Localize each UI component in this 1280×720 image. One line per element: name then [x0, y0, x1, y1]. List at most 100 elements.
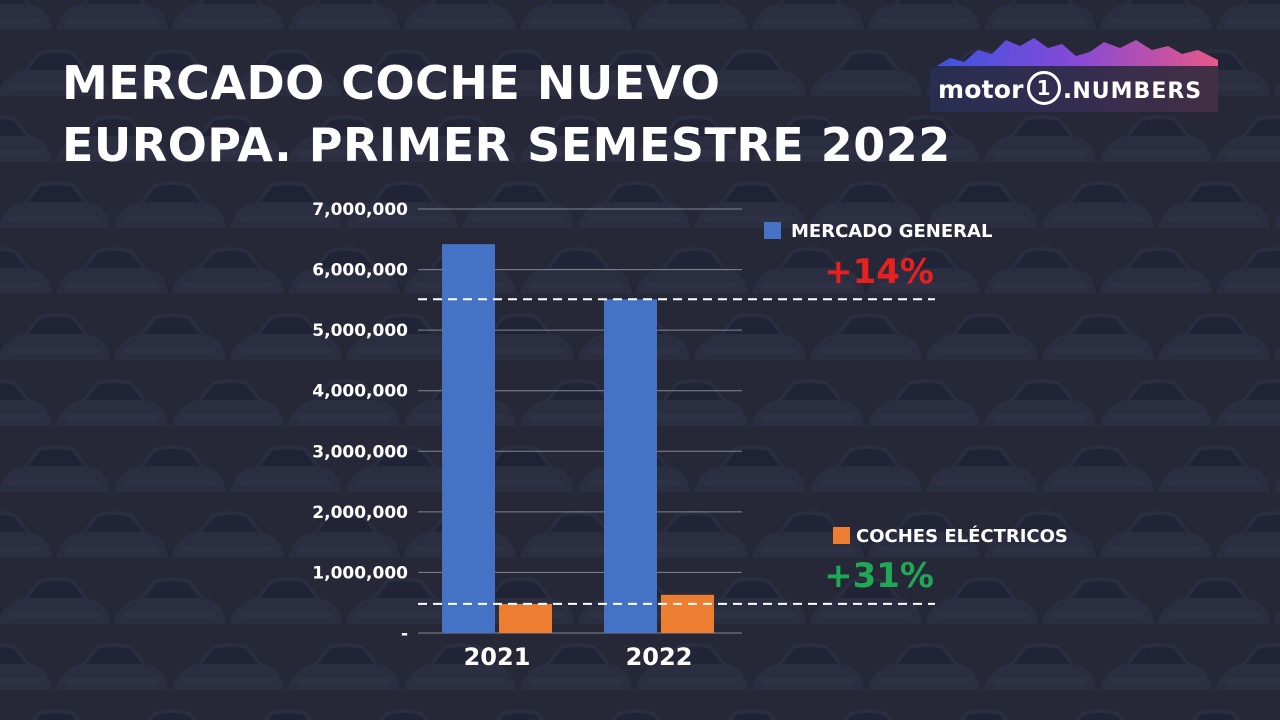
background-car-silhouette [984, 379, 1096, 426]
background-car-silhouette [0, 379, 52, 426]
background-car-silhouette [1158, 445, 1270, 492]
background-car-silhouette [172, 643, 284, 690]
background-car-silhouette [56, 115, 168, 162]
background-car-silhouette [114, 181, 226, 228]
background-car-silhouette [843, 709, 893, 720]
background-car-silhouette [868, 511, 980, 558]
background-car-silhouette [636, 247, 748, 294]
background-car-silhouette [172, 0, 284, 30]
background-car-silhouette [346, 577, 458, 624]
background-car-silhouette [288, 379, 400, 426]
background-car-silhouette [1100, 0, 1212, 30]
background-car-silhouette [959, 709, 1009, 720]
background-car-silhouette [346, 181, 458, 228]
background-car-silhouette [636, 0, 748, 30]
y-tick-label: 6,000,000 [312, 261, 408, 281]
legend-label-coches-electricos: COCHES ELÉCTRICOS [856, 525, 1068, 547]
background-car-silhouette [114, 49, 226, 96]
background-car-silhouette [694, 49, 806, 96]
background-car-silhouette [230, 577, 342, 624]
page-title: MERCADO COCHE NUEVO EUROPA. PRIMER SEMES… [62, 52, 951, 176]
background-car-silhouette [636, 115, 748, 162]
background-car-silhouette [1158, 577, 1270, 624]
background-car-silhouette [810, 577, 922, 624]
background-car-silhouette [636, 511, 748, 558]
background-car-silhouette [752, 379, 864, 426]
background-car-silhouette [868, 0, 980, 30]
y-tick-label: 7,000,000 [312, 200, 408, 220]
background-car-silhouette [0, 181, 110, 228]
background-car-silhouette [288, 643, 400, 690]
y-tick-label: 1,000,000 [312, 563, 408, 583]
background-car-silhouette [495, 709, 545, 720]
background-car-silhouette [0, 0, 52, 30]
background-car-silhouette [520, 643, 632, 690]
background-car-silhouette [346, 445, 458, 492]
background-car-silhouette [1100, 643, 1212, 690]
background-car-silhouette [1216, 379, 1280, 426]
background-car-silhouette [1216, 511, 1280, 558]
background-car-silhouette [1274, 609, 1280, 624]
background-car-silhouette [56, 511, 168, 558]
bar-coches-electricos-2021 [499, 603, 552, 633]
background-car-silhouette [263, 709, 313, 720]
background-car-silhouette [694, 577, 806, 624]
background-car-silhouette [926, 577, 1038, 624]
background-car-silhouette [230, 49, 342, 96]
background-car-silhouette [1075, 709, 1125, 720]
background-car-silhouette [578, 181, 690, 228]
background-car-silhouette [288, 0, 400, 30]
background-car-silhouette [1216, 643, 1280, 690]
legend-swatch-mercado-general [764, 222, 781, 239]
x-tick-label: 2022 [626, 643, 693, 671]
background-car-silhouette [0, 247, 52, 294]
background-car-silhouette [31, 709, 81, 720]
background-car-silhouette [0, 49, 110, 96]
background-car-silhouette [114, 577, 226, 624]
background-car-silhouette [1158, 181, 1270, 228]
background-car-silhouette [1216, 115, 1280, 162]
background-car-silhouette [984, 643, 1096, 690]
background-car-silhouette [1100, 511, 1212, 558]
background-car-silhouette [1042, 181, 1154, 228]
logo-skyline-graphic [930, 38, 1218, 112]
background-car-silhouette [288, 247, 400, 294]
change-label-coches-electricos: +31% [824, 556, 934, 596]
background-car-silhouette [1158, 313, 1270, 360]
background-car-silhouette [0, 643, 52, 690]
background-car-silhouette [926, 313, 1038, 360]
background-car-silhouette [1100, 115, 1212, 162]
background-car-silhouette [114, 313, 226, 360]
bar-mercado-general-2021 [442, 244, 495, 634]
background-car-silhouette [114, 445, 226, 492]
background-car-silhouette [1274, 345, 1280, 360]
background-car-silhouette [810, 49, 922, 96]
background-car-silhouette [346, 49, 458, 96]
background-car-silhouette [984, 511, 1096, 558]
title-line-1: MERCADO COCHE NUEVO [62, 56, 721, 110]
background-car-silhouette [810, 181, 922, 228]
background-car-silhouette [404, 643, 516, 690]
background-car-silhouette [520, 115, 632, 162]
background-car-silhouette [379, 709, 429, 720]
background-car-silhouette [0, 115, 52, 162]
background-car-silhouette [752, 511, 864, 558]
bar-mercado-general-2022 [604, 299, 657, 633]
background-car-silhouette [1274, 213, 1280, 228]
change-label-mercado-general: +14% [824, 252, 934, 292]
background-car-silhouette [926, 445, 1038, 492]
background-car-silhouette [1274, 477, 1280, 492]
background-car-silhouette [230, 445, 342, 492]
x-tick-label: 2021 [464, 643, 531, 671]
background-car-silhouette [1274, 81, 1280, 96]
background-car-silhouette [56, 0, 168, 30]
y-tick-label: 3,000,000 [312, 442, 408, 462]
background-car-silhouette [868, 643, 980, 690]
background-car-silhouette [578, 49, 690, 96]
background-car-silhouette [0, 313, 110, 360]
background-car-silhouette [752, 643, 864, 690]
background-car-silhouette [288, 511, 400, 558]
background-car-silhouette [1042, 577, 1154, 624]
background-car-silhouette [694, 181, 806, 228]
